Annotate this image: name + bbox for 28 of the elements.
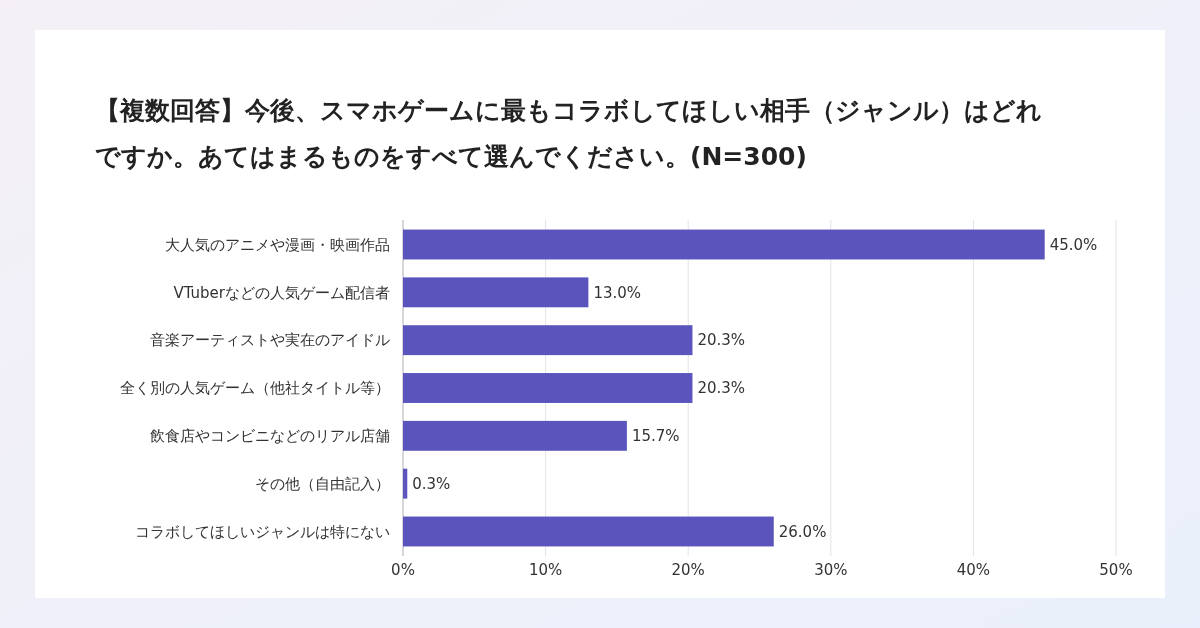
data-label: 20.3%	[697, 379, 746, 398]
data-label: 26.0%	[778, 522, 827, 541]
y-tick-label: 大人気のアニメや漫画・映画作品	[165, 235, 390, 254]
y-tick-label: 全く別の人気ゲーム（他社タイトル等）	[120, 379, 390, 398]
data-label: 0.3%	[412, 474, 451, 493]
bar	[403, 516, 774, 547]
bar	[403, 468, 408, 499]
y-tick-label: 飲食店やコンビニなどのリアル店舗	[150, 427, 390, 446]
y-tick-label: 音楽アーティストや実在のアイドル	[150, 331, 390, 350]
x-tick-label: 20%	[671, 561, 705, 580]
data-label: 13.0%	[593, 283, 642, 302]
bar	[403, 373, 693, 403]
bar	[403, 229, 1045, 260]
x-tick-label: 0%	[391, 561, 415, 580]
x-tick-label: 40%	[956, 561, 991, 580]
chart-title: 【複数回答】今後、スマホゲームに最もコラボしてほしい相手（ジャンル）はどれですか。あてはまるものをすべて選んでください。(N=300)	[95, 95, 1043, 173]
x-tick-label: 50%	[1099, 561, 1133, 580]
data-label: 20.3%	[697, 331, 746, 350]
y-tick-label: VTuberなどの人気ゲーム配信者	[173, 283, 390, 302]
bar	[403, 277, 589, 308]
y-tick-label: その他（自由記入）	[255, 474, 390, 493]
x-tick-label: 10%	[528, 561, 563, 580]
bar	[403, 325, 693, 356]
bar	[403, 420, 627, 451]
data-label: 45.0%	[1049, 235, 1098, 254]
x-tick-label: 30%	[814, 561, 848, 580]
data-label: 15.7%	[631, 427, 680, 446]
y-tick-label: コラボしてほしいジャンルは特にない	[135, 522, 390, 541]
